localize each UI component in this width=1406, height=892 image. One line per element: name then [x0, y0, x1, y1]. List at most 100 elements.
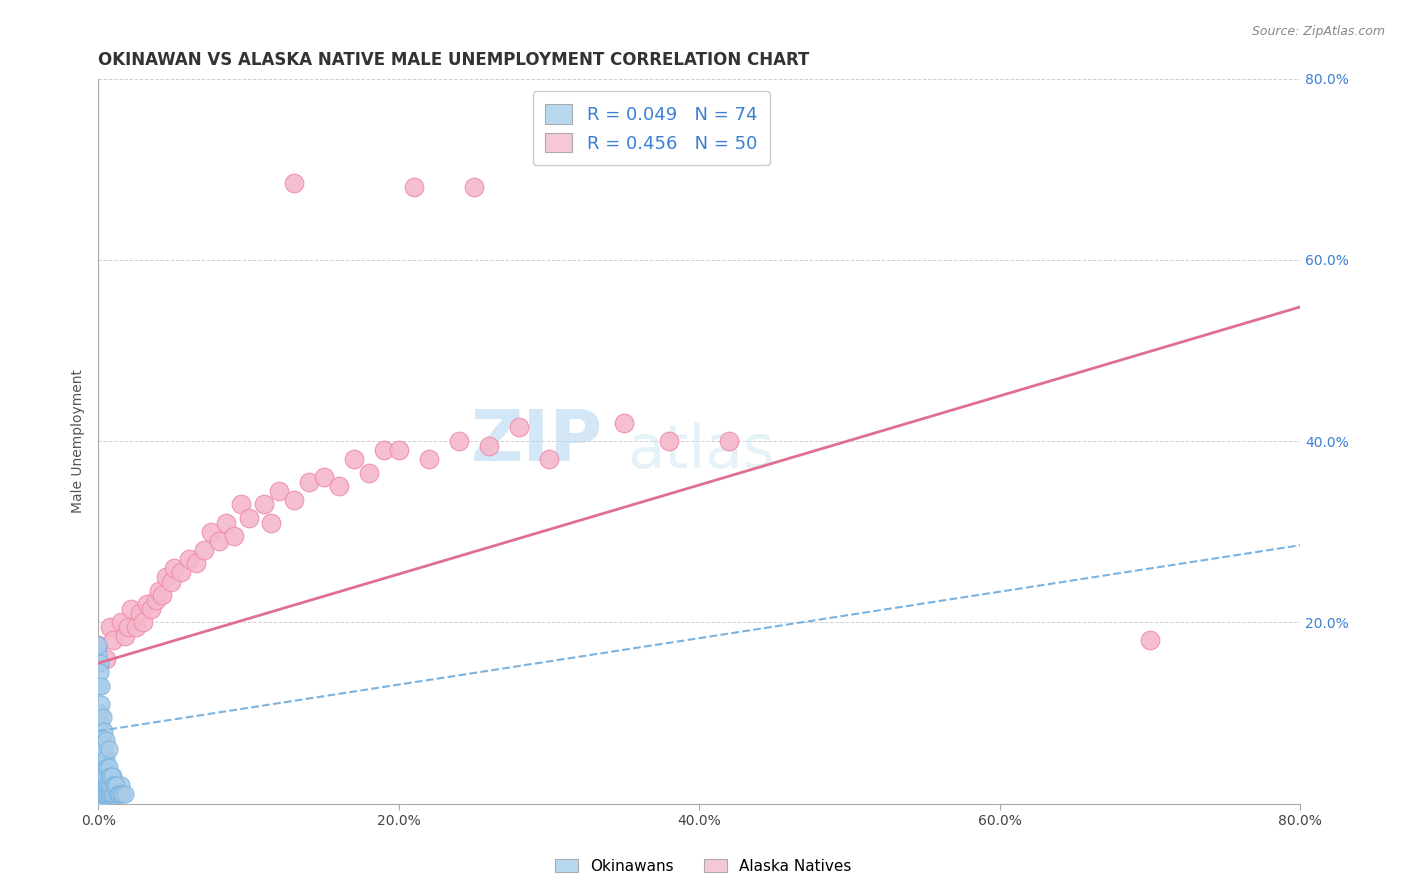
Point	[97, 742, 120, 756]
Point	[91, 760, 114, 774]
Point	[253, 498, 276, 512]
Point	[101, 788, 124, 802]
Point	[114, 788, 136, 802]
Point	[87, 638, 110, 652]
Point	[96, 778, 118, 792]
Point	[108, 788, 131, 802]
Point	[103, 633, 125, 648]
Point	[87, 724, 110, 739]
Legend: R = 0.049   N = 74, R = 0.456   N = 50: R = 0.049 N = 74, R = 0.456 N = 50	[533, 91, 770, 165]
Point	[89, 656, 111, 670]
Point	[357, 466, 380, 480]
Point	[402, 180, 425, 194]
Legend: Okinawans, Alaska Natives: Okinawans, Alaska Natives	[548, 853, 858, 880]
Point	[447, 434, 470, 448]
Point	[107, 788, 129, 802]
Point	[91, 778, 114, 792]
Point	[90, 697, 112, 711]
Point	[89, 714, 111, 729]
Point	[343, 452, 366, 467]
Point	[200, 524, 222, 539]
Point	[94, 769, 117, 783]
Point	[388, 443, 411, 458]
Point	[207, 533, 229, 548]
Point	[94, 778, 117, 792]
Point	[100, 788, 122, 802]
Point	[97, 760, 120, 774]
Text: ZIP: ZIP	[471, 407, 603, 475]
Point	[132, 615, 155, 630]
Point	[129, 606, 152, 620]
Point	[87, 760, 110, 774]
Point	[93, 788, 115, 802]
Point	[96, 788, 118, 802]
Point	[328, 479, 350, 493]
Point	[538, 452, 561, 467]
Point	[658, 434, 681, 448]
Point	[89, 733, 111, 747]
Point	[283, 492, 305, 507]
Point	[90, 778, 112, 792]
Point	[90, 751, 112, 765]
Point	[418, 452, 440, 467]
Point	[101, 769, 124, 783]
Point	[105, 788, 128, 802]
Point	[94, 760, 117, 774]
Point	[91, 710, 114, 724]
Point	[148, 583, 170, 598]
Point	[97, 769, 120, 783]
Point	[97, 778, 120, 792]
Point	[90, 788, 112, 802]
Y-axis label: Male Unemployment: Male Unemployment	[72, 369, 86, 513]
Point	[139, 601, 162, 615]
Point	[91, 751, 114, 765]
Point	[162, 561, 184, 575]
Point	[1139, 633, 1161, 648]
Point	[135, 597, 157, 611]
Point	[104, 778, 127, 792]
Point	[89, 751, 111, 765]
Point	[91, 788, 114, 802]
Point	[110, 778, 132, 792]
Point	[312, 470, 335, 484]
Point	[91, 742, 114, 756]
Point	[613, 416, 636, 430]
Point	[90, 797, 112, 811]
Point	[97, 788, 120, 802]
Point	[87, 647, 110, 661]
Point	[87, 638, 110, 652]
Point	[145, 592, 167, 607]
Point	[94, 651, 117, 665]
Point	[103, 778, 125, 792]
Point	[87, 679, 110, 693]
Point	[87, 797, 110, 811]
Point	[87, 742, 110, 756]
Point	[104, 778, 127, 792]
Point	[114, 629, 136, 643]
Point	[170, 566, 193, 580]
Point	[125, 620, 148, 634]
Point	[508, 420, 530, 434]
Point	[231, 498, 253, 512]
Point	[89, 742, 111, 756]
Point	[93, 769, 115, 783]
Point	[94, 788, 117, 802]
Point	[96, 760, 118, 774]
Point	[87, 778, 110, 792]
Point	[87, 656, 110, 670]
Point	[105, 778, 128, 792]
Point	[177, 552, 200, 566]
Point	[111, 788, 134, 802]
Point	[93, 742, 115, 756]
Point	[238, 511, 260, 525]
Point	[478, 439, 501, 453]
Point	[110, 788, 132, 802]
Point	[267, 483, 290, 498]
Point	[87, 788, 110, 802]
Point	[90, 742, 112, 756]
Point	[260, 516, 283, 530]
Point	[100, 769, 122, 783]
Point	[90, 679, 112, 693]
Point	[87, 769, 110, 783]
Point	[87, 751, 110, 765]
